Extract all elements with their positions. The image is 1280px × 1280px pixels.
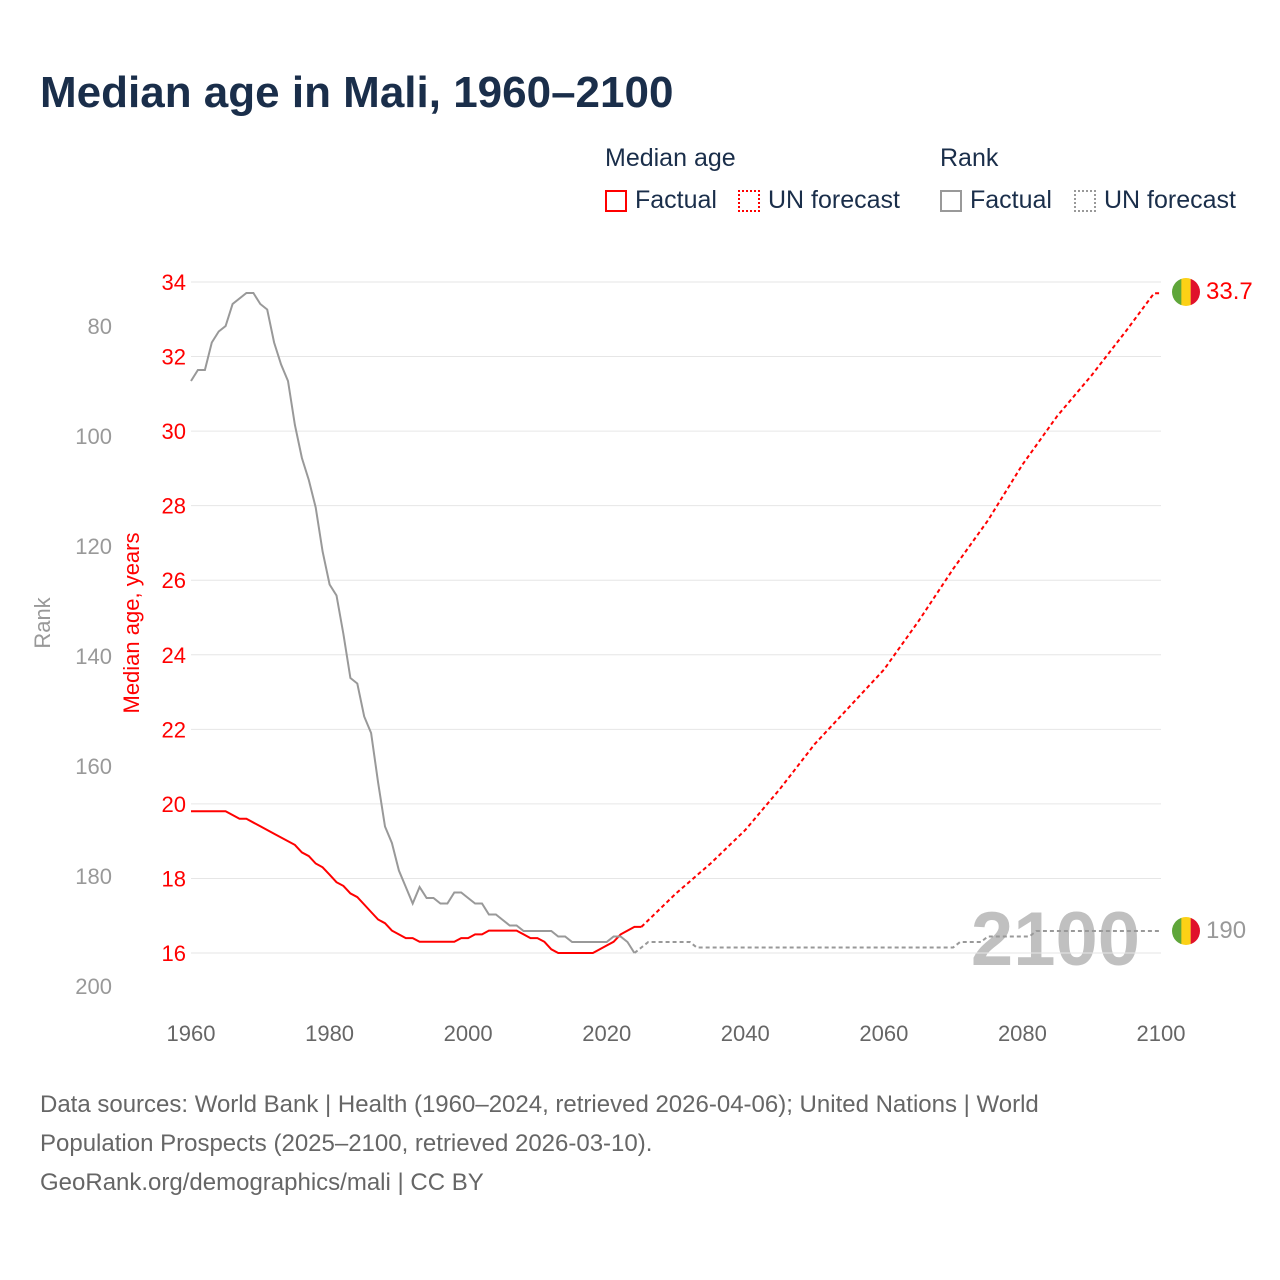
watermark-year: 2100 — [971, 897, 1140, 982]
x-tick-label: 2000 — [444, 1021, 493, 1046]
median-tick-label: 28 — [162, 494, 186, 519]
legend-label: Factual — [970, 186, 1052, 214]
median-tick-label: 18 — [162, 866, 186, 891]
footer-sources-2: Population Prospects (2025–2100, retriev… — [40, 1130, 653, 1157]
series-median-solid — [191, 810, 642, 954]
series-rank-solid — [190, 292, 636, 954]
chart-title: Median age in Mali, 1960–2100 — [40, 68, 674, 117]
median-tick-label: 34 — [162, 270, 186, 295]
x-tick-label: 1960 — [167, 1021, 216, 1046]
mali-flag-icon — [1172, 278, 1200, 306]
median-end-label: 33.7 — [1206, 278, 1253, 305]
rank-tick-label: 140 — [75, 644, 112, 669]
x-tick-label: 2020 — [582, 1021, 631, 1046]
rank-tick-label: 160 — [75, 754, 112, 779]
legend-swatch — [1074, 189, 1096, 212]
rank-tick-label: 120 — [75, 534, 112, 559]
legend-label: UN forecast — [1104, 186, 1236, 214]
mali-flag-icon-rank — [1172, 917, 1200, 945]
rank-tick-label: 200 — [75, 974, 112, 999]
legend-rank-forecast[interactable]: UN forecast — [1074, 186, 1236, 215]
legend-label: Factual — [635, 186, 717, 214]
footer-link[interactable]: GeoRank.org/demographics/mali | CC BY — [40, 1169, 484, 1196]
legend-median-factual[interactable]: Factual — [605, 186, 717, 215]
legend-label: UN forecast — [768, 186, 900, 214]
x-tick-label: 2040 — [721, 1021, 770, 1046]
x-tick-label: 2100 — [1137, 1021, 1186, 1046]
x-tick-label: 2080 — [998, 1021, 1047, 1046]
x-tick-label: 1980 — [305, 1021, 354, 1046]
median-axis-label: Median age, years — [119, 533, 144, 714]
median-tick-label: 20 — [162, 792, 186, 817]
rank-tick-label: 80 — [88, 314, 112, 339]
rank-tick-label: 100 — [75, 424, 112, 449]
legend-swatch — [738, 189, 760, 212]
median-tick-label: 16 — [162, 941, 186, 966]
x-tick-label: 2060 — [859, 1021, 908, 1046]
rank-tick-label: 180 — [75, 864, 112, 889]
median-tick-label: 32 — [162, 345, 186, 370]
median-tick-label: 30 — [162, 419, 186, 444]
rank-axis-label: Rank — [30, 596, 55, 648]
legend-rank-factual[interactable]: Factual — [940, 186, 1052, 215]
footer-sources-1: Data sources: World Bank | Health (1960–… — [40, 1091, 1039, 1118]
legend-swatch — [940, 189, 962, 212]
legend-swatch — [605, 189, 627, 212]
median-tick-label: 24 — [162, 643, 186, 668]
legend-rank-header: Rank — [940, 144, 999, 172]
median-tick-label: 26 — [162, 568, 186, 593]
series-median-dashed — [640, 292, 1161, 928]
series-rank-dotted — [633, 930, 1161, 954]
legend-median-forecast[interactable]: UN forecast — [738, 186, 900, 215]
legend-median-header: Median age — [605, 144, 736, 172]
rank-end-label: 190 — [1206, 917, 1246, 944]
median-tick-label: 22 — [162, 717, 186, 742]
